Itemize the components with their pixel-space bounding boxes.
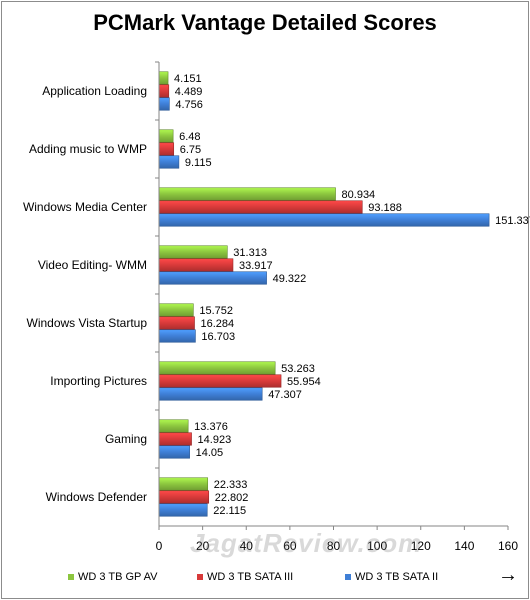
data-label: 14.05 — [196, 447, 224, 459]
bar — [158, 303, 194, 317]
data-label: 151.337 — [495, 215, 530, 227]
x-tick-label: 120 — [411, 539, 431, 553]
bar — [158, 71, 169, 85]
data-label: 4.756 — [175, 99, 203, 111]
x-tick-label: 60 — [283, 539, 297, 553]
x-tick-label: 140 — [454, 539, 474, 553]
data-label: 4.151 — [174, 73, 202, 85]
legend-label-series-1: WD 3 TB GP AV — [78, 571, 158, 583]
data-label: 6.75 — [180, 144, 201, 156]
data-label: 14.923 — [198, 434, 232, 446]
bar — [158, 129, 174, 143]
bar — [158, 432, 192, 446]
category-label: Gaming — [105, 432, 147, 446]
legend-item-series-2: WD 3 TB SATA III — [197, 571, 293, 583]
arrow-right-icon[interactable]: → — [498, 564, 518, 586]
bar — [158, 503, 208, 517]
x-tick-label: 20 — [196, 539, 210, 553]
category-label: Importing Pictures — [50, 374, 147, 388]
bar — [158, 387, 263, 401]
bar — [158, 187, 336, 201]
legend-item-series-1: WD 3 TB GP AV — [68, 571, 157, 583]
x-tick-label: 40 — [240, 539, 254, 553]
bar — [158, 316, 195, 330]
data-label: 6.48 — [179, 131, 200, 143]
data-label: 16.284 — [201, 318, 235, 330]
data-label: 55.954 — [287, 376, 321, 388]
legend-swatch-series-3 — [345, 574, 351, 581]
bar — [158, 361, 276, 375]
bar — [158, 271, 267, 285]
bar — [158, 245, 228, 259]
category-label: Application Loading — [42, 84, 147, 98]
bar — [158, 142, 175, 156]
data-label: 15.752 — [199, 305, 233, 317]
legend-item-series-3: WD 3 TB SATA II — [345, 571, 438, 583]
data-label: 80.934 — [342, 189, 376, 201]
bar — [158, 490, 210, 504]
data-label: 13.376 — [194, 421, 228, 433]
bar — [158, 97, 170, 111]
data-label: 33.917 — [239, 260, 273, 272]
x-tick-label: 0 — [156, 539, 163, 553]
bar — [158, 329, 196, 343]
data-label: 31.313 — [233, 247, 267, 259]
watermark: JagatReview.com — [190, 528, 423, 558]
category-label: Adding music to WMP — [29, 142, 147, 156]
legend-swatch-series-1 — [68, 574, 74, 581]
data-label: 22.802 — [215, 492, 249, 504]
category-label: Windows Media Center — [23, 200, 147, 214]
x-tick-label: 80 — [327, 539, 341, 553]
x-tick-label: 160 — [498, 539, 518, 553]
data-label: 53.263 — [281, 363, 315, 375]
legend: WD 3 TB GP AV WD 3 TB SATA III WD 3 TB S… — [0, 564, 530, 588]
data-label: 93.188 — [368, 202, 402, 214]
data-label: 4.489 — [175, 86, 203, 98]
legend-swatch-series-2 — [197, 574, 203, 581]
x-tick-label: 100 — [367, 539, 387, 553]
data-label: 49.322 — [273, 273, 307, 285]
bar — [158, 445, 190, 459]
data-label: 22.115 — [213, 505, 246, 517]
legend-label-series-3: WD 3 TB SATA II — [355, 571, 439, 583]
category-label: Windows Vista Startup — [27, 316, 148, 330]
bar — [158, 213, 490, 227]
bar — [158, 374, 282, 388]
bar — [158, 477, 209, 491]
legend-label-series-2: WD 3 TB SATA III — [207, 571, 294, 583]
bar — [158, 419, 189, 433]
bar — [158, 258, 234, 272]
bar — [158, 84, 170, 98]
data-label: 16.703 — [201, 331, 235, 343]
category-label: Windows Defender — [46, 490, 147, 504]
data-label: 22.333 — [214, 479, 248, 491]
category-label: Video Editing- WMM — [38, 258, 147, 272]
data-label: 47.307 — [268, 389, 302, 401]
chart-title: PCMark Vantage Detailed Scores — [93, 10, 437, 35]
data-label: 9.115 — [185, 157, 212, 169]
bar — [158, 155, 180, 169]
bar — [158, 200, 363, 214]
